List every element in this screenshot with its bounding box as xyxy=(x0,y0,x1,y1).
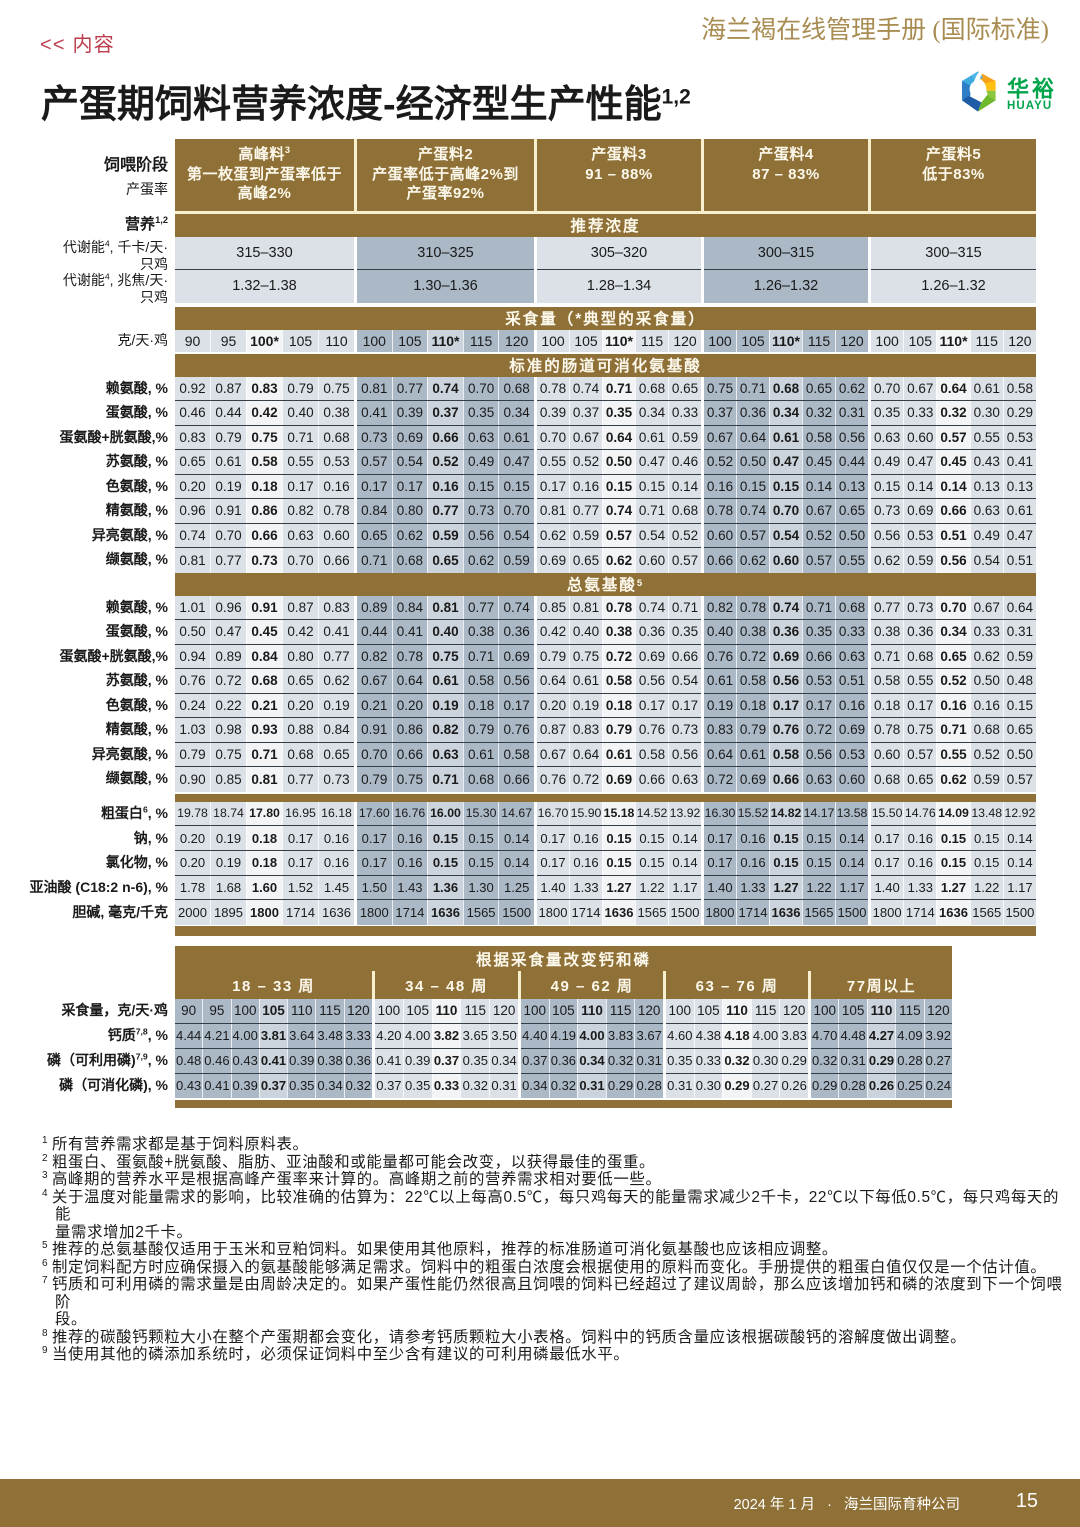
svg-text:HUAYU: HUAYU xyxy=(1007,100,1052,112)
svg-text:华裕: 华裕 xyxy=(1007,77,1057,102)
